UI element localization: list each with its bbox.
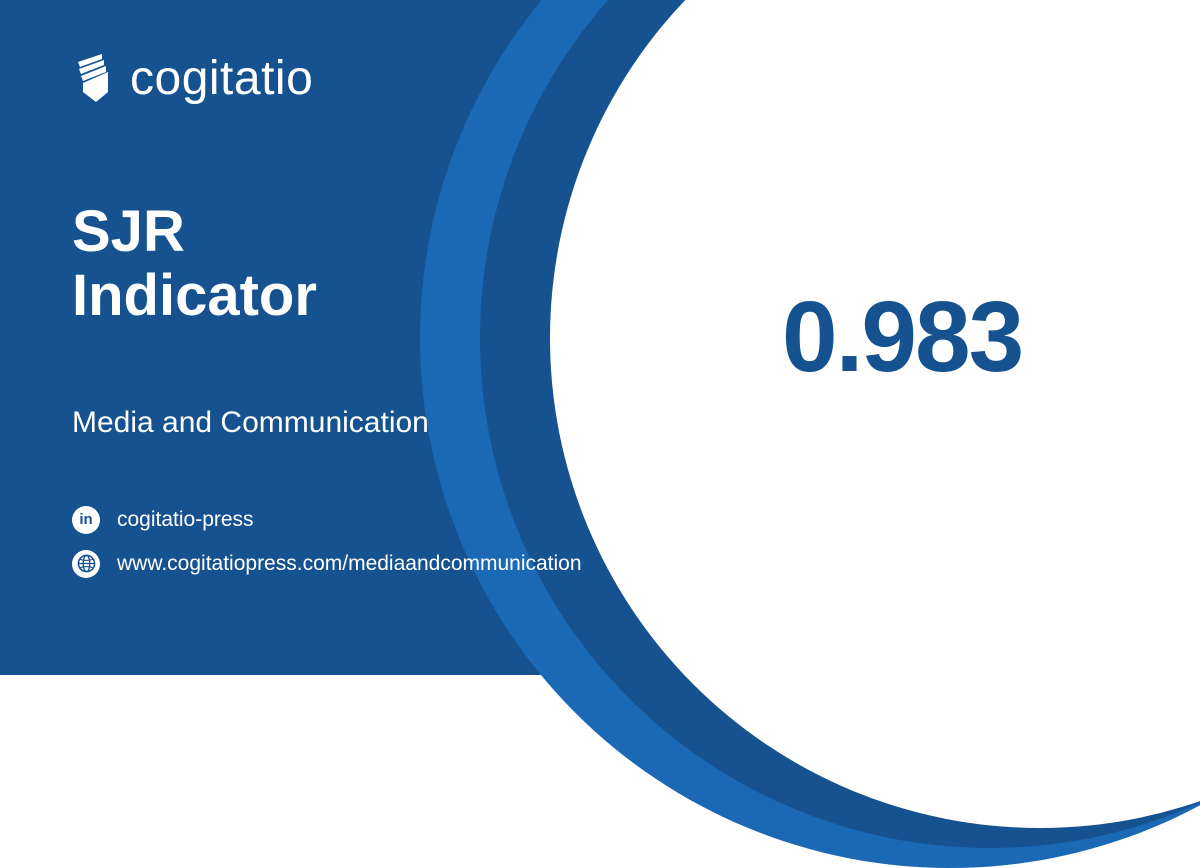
website-link[interactable]: www.cogitatiopress.com/mediaandcommunica…: [72, 550, 1200, 578]
brand-name: cogitatio: [130, 51, 313, 106]
linkedin-handle: cogitatio-press: [117, 508, 254, 532]
linkedin-link[interactable]: in cogitatio-press: [72, 506, 1200, 534]
globe-icon: [72, 550, 100, 578]
metric-subtitle: Media and Communication: [72, 406, 1200, 440]
website-url: www.cogitatiopress.com/mediaandcommunica…: [117, 552, 582, 576]
linkedin-icon: in: [72, 506, 100, 534]
cogitatio-icon: [72, 50, 122, 106]
left-content-panel: cogitatio SJR Indicator Media and Commun…: [0, 0, 1200, 578]
title-line-1: SJR: [72, 199, 185, 264]
metric-title: SJR Indicator: [72, 200, 1200, 328]
brand-logo: cogitatio: [72, 50, 1200, 106]
links-section: in cogitatio-press www.cogitatiopress.co…: [72, 506, 1200, 578]
infographic-container: 0.983 cogitatio SJR Indicator Media and …: [0, 0, 1200, 675]
title-line-2: Indicator: [72, 263, 317, 328]
